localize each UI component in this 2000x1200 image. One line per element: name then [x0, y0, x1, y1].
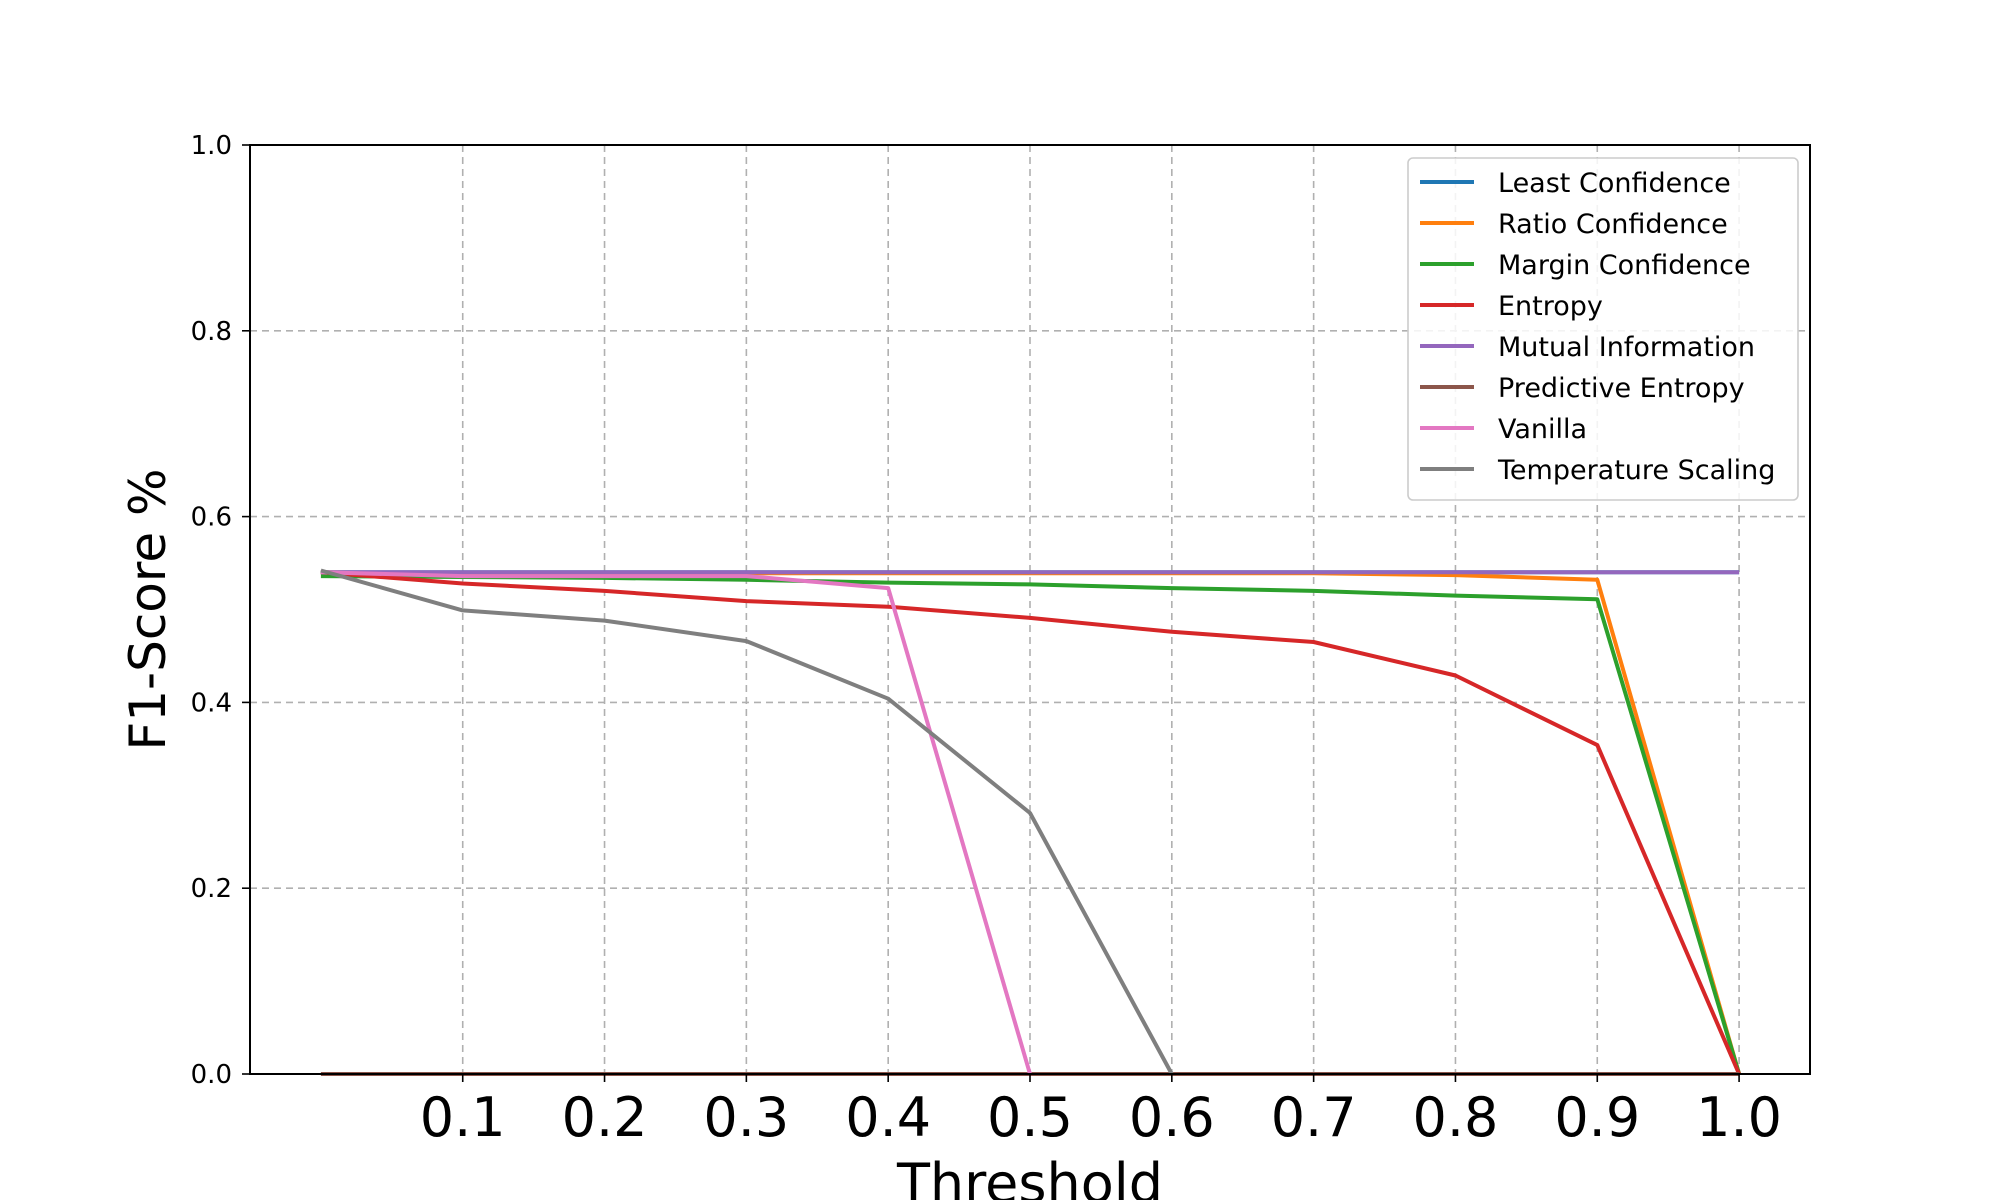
x-tick-label: 0.7 [1271, 1086, 1357, 1149]
x-tick-label: 1.0 [1696, 1086, 1782, 1149]
legend-label-vanilla: Vanilla [1498, 414, 1587, 445]
x-axis-label: Threshold [896, 1152, 1163, 1200]
y-tick-label: 1.0 [191, 131, 232, 161]
y-tick-label: 0.0 [191, 1060, 232, 1090]
y-tick-label: 0.2 [191, 874, 232, 904]
y-tick-label: 0.4 [191, 688, 232, 718]
axes: 0.1 0.2 0.3 0.4 0.5 0.6 0.7 0.8 0.9 1.0 0.0 0.2 0.4 0… [191, 131, 1782, 1149]
legend-label-mutual-information: Mutual Information [1498, 332, 1755, 363]
grid [250, 145, 1810, 1074]
y-axis-label: F1-Score % [119, 468, 177, 750]
x-tick-label: 0.2 [562, 1086, 648, 1149]
legend-box [1407, 157, 1799, 501]
x-tick-label: 0.3 [703, 1086, 789, 1149]
x-tick-label: 0.4 [845, 1086, 931, 1149]
legend-label-least-confidence: Least Confidence [1498, 168, 1731, 199]
x-tick-label: 0.6 [1129, 1086, 1215, 1149]
series-line-temperature-scaling [320, 568, 1174, 1075]
x-tick-label: 0.5 [987, 1086, 1073, 1149]
legend-label-entropy: Entropy [1498, 291, 1603, 322]
x-tick-label: 0.1 [420, 1086, 506, 1149]
series-line-entropy [320, 570, 1741, 1075]
legend-label-ratio-confidence: Ratio Confidence [1498, 209, 1728, 240]
legend-label-margin-confidence: Margin Confidence [1498, 250, 1751, 281]
y-tick-label: 0.8 [191, 317, 232, 347]
y-tick-label: 0.6 [191, 503, 232, 533]
series-line-vanilla [320, 570, 1032, 1075]
x-tick-label: 0.9 [1554, 1086, 1640, 1149]
legend-label-temperature-scaling: Temperature Scaling [1497, 455, 1775, 486]
x-tick-label: 0.8 [1413, 1086, 1499, 1149]
legend-label-predictive-entropy: Predictive Entropy [1498, 373, 1745, 404]
legend: Least Confidence Ratio Confidence Margin C… [1407, 157, 1799, 501]
